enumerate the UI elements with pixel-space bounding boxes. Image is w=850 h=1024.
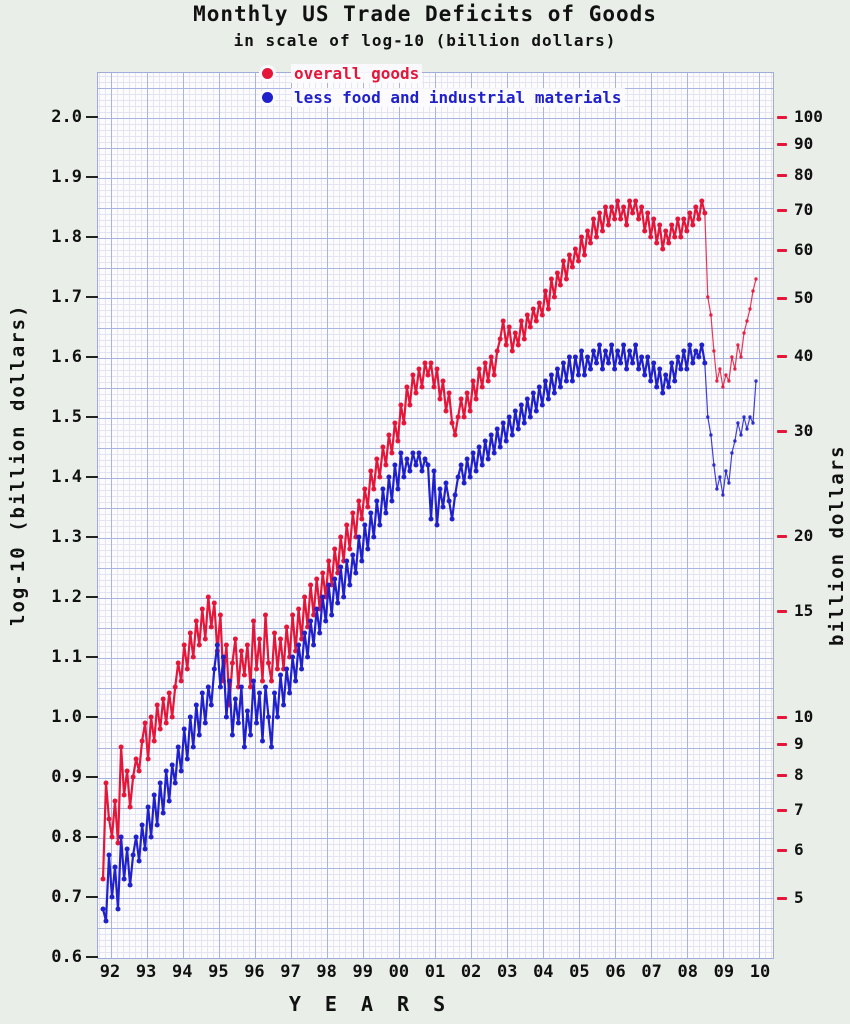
y-right-tick-label: 10	[794, 707, 814, 726]
y-right-tick-label: 80	[794, 165, 814, 185]
legend-dot-blue-icon	[262, 92, 273, 103]
x-year-tick-label: 06	[605, 962, 626, 982]
legend-item-overall-goods: overall goods	[262, 64, 423, 83]
y-right-tick-label: 8	[794, 765, 804, 785]
graph-paper-plot-area	[97, 72, 774, 959]
y-left-tick-label: 1.0	[51, 707, 82, 727]
y-left-tick-mark	[86, 956, 98, 958]
legend-label: less food and industrial materials	[291, 88, 625, 107]
y-left-tick-label: 1.9	[51, 167, 82, 187]
x-year-tick-label: 10	[749, 962, 771, 982]
y-left-tick-mark	[86, 416, 98, 418]
y-right-tick-label: 30	[794, 420, 814, 440]
y-right-tick-mark	[777, 354, 787, 358]
y-axis-right-title: billion dollars	[826, 444, 848, 646]
legend-label: overall goods	[291, 64, 423, 83]
x-year-tick-label: 08	[677, 962, 698, 982]
y-right-tick-mark	[777, 716, 787, 719]
y-right-tick-label: 60	[794, 240, 814, 260]
y-left-tick-mark	[86, 116, 98, 118]
y-right-tick-mark	[777, 896, 787, 900]
chart-title: Monthly US Trade Deficits of Goods	[193, 2, 657, 26]
y-left-tick-label: 0.6	[51, 947, 82, 967]
y-left-tick-label: 0.8	[51, 827, 82, 847]
y-left-tick-mark	[86, 176, 98, 178]
x-axis-title: Y E A R S	[288, 992, 452, 1016]
y-right-tick-mark	[777, 174, 787, 178]
y-right-tick-label: 9	[794, 734, 804, 754]
y-right-tick-mark	[777, 743, 787, 747]
x-year-tick-label: 92	[99, 962, 121, 982]
y-left-tick-mark	[86, 776, 98, 778]
x-year-tick-label: 01	[424, 962, 446, 982]
x-year-tick-label: 00	[388, 962, 410, 982]
y-left-tick-label: 1.1	[51, 647, 82, 667]
y-right-tick-mark	[777, 143, 787, 147]
y-right-tick-mark	[777, 296, 787, 300]
x-year-tick-label: 96	[244, 962, 265, 982]
x-year-tick-label: 93	[135, 962, 157, 982]
y-right-tick-mark	[777, 610, 787, 614]
y-left-tick-mark	[86, 536, 98, 538]
y-right-tick-mark	[777, 808, 787, 812]
y-left-tick-mark	[86, 596, 98, 598]
y-right-tick-label: 5	[794, 887, 804, 907]
y-right-tick-label: 100	[794, 107, 823, 126]
y-right-tick-label: 40	[794, 345, 814, 365]
y-left-tick-mark	[86, 896, 98, 898]
x-year-tick-label: 99	[352, 962, 373, 982]
y-right-tick-mark	[777, 208, 787, 212]
legend-dot-red-icon	[262, 68, 273, 79]
y-right-tick-label: 90	[794, 134, 814, 154]
x-year-tick-label: 03	[496, 962, 518, 982]
x-year-tick-label: 09	[713, 962, 735, 982]
y-right-tick-mark	[777, 849, 787, 853]
y-right-tick-mark	[777, 429, 787, 433]
y-right-tick-mark	[777, 249, 787, 253]
x-year-tick-label: 97	[280, 962, 301, 982]
y-left-tick-mark	[86, 656, 98, 658]
y-left-tick-mark	[86, 356, 98, 358]
y-left-tick-mark	[86, 476, 98, 478]
y-left-tick-mark	[86, 236, 98, 238]
y-right-tick-mark	[777, 116, 787, 119]
y-right-tick-label: 70	[794, 199, 814, 219]
y-right-tick-label: 20	[794, 526, 814, 546]
chart-subtitle: in scale of log-10 (billion dollars)	[233, 31, 617, 50]
y-left-tick-label: 2.0	[51, 107, 82, 127]
y-left-tick-mark	[86, 716, 98, 718]
y-left-tick-label: 1.5	[51, 407, 82, 427]
y-left-tick-label: 0.7	[51, 887, 82, 907]
y-right-tick-label: 7	[794, 799, 804, 819]
y-left-tick-label: 1.3	[51, 527, 82, 547]
y-right-tick-label: 15	[794, 601, 814, 621]
y-left-tick-label: 1.7	[51, 287, 82, 307]
y-axis-left-title: log-10 (billion dollars)	[7, 303, 29, 626]
y-left-tick-mark	[86, 836, 98, 838]
y-left-tick-label: 1.6	[51, 347, 82, 367]
y-left-tick-label: 0.9	[51, 767, 82, 787]
x-year-tick-label: 95	[208, 962, 229, 982]
x-year-tick-label: 94	[171, 962, 193, 982]
y-left-tick-label: 1.4	[51, 467, 82, 487]
y-left-tick-label: 1.8	[51, 227, 82, 247]
y-right-tick-mark	[777, 535, 787, 539]
x-year-tick-label: 05	[569, 962, 590, 982]
y-right-tick-mark	[777, 774, 787, 778]
legend-item-less-food-industrial: less food and industrial materials	[262, 88, 625, 107]
y-right-tick-label: 50	[794, 287, 814, 307]
y-right-tick-label: 6	[794, 840, 804, 860]
x-year-tick-label: 04	[533, 962, 554, 982]
x-year-tick-label: 98	[316, 962, 337, 982]
y-left-tick-label: 1.2	[51, 587, 82, 607]
y-left-tick-mark	[86, 296, 98, 298]
x-year-tick-label: 07	[641, 962, 662, 982]
x-year-tick-label: 02	[460, 962, 482, 982]
